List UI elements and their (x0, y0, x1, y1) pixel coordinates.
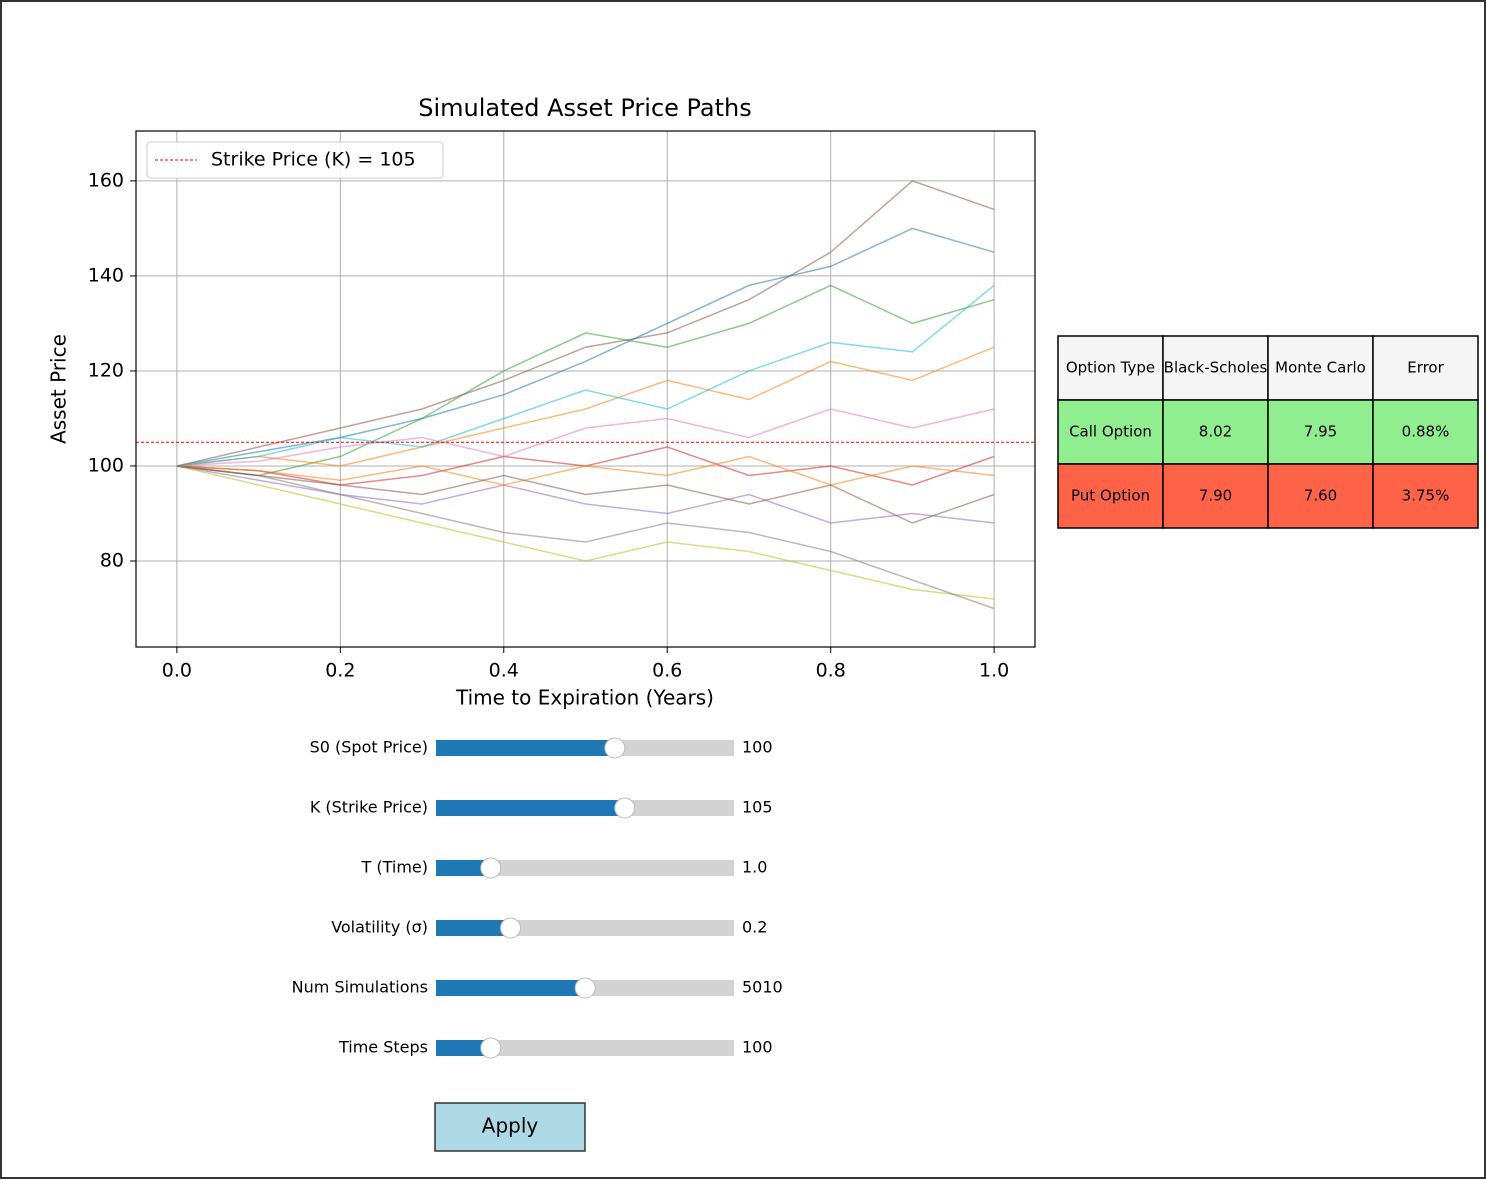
slider-fill (436, 740, 615, 756)
x-tick-label: 1.0 (979, 660, 1009, 682)
table-header-text: Monte Carlo (1275, 359, 1366, 377)
slider-fill (436, 980, 586, 996)
slider-value: 105 (742, 798, 773, 817)
price-path (176, 465, 995, 610)
table-header-cell (1057, 335, 1164, 401)
table-header-cell (1267, 335, 1374, 401)
table-cell-text: 7.60 (1304, 487, 1337, 505)
slider-knob[interactable] (480, 1037, 502, 1059)
price-path (176, 408, 995, 467)
slider-fill (436, 860, 491, 876)
table-cell (1267, 399, 1374, 465)
legend-label: Strike Price (K) = 105 (211, 149, 416, 171)
slider-fill (436, 800, 625, 816)
table-header-text: Error (1407, 359, 1444, 377)
slider-knob[interactable] (604, 737, 626, 759)
chart-title: Simulated Asset Price Paths (418, 94, 752, 122)
slider-knob[interactable] (480, 857, 502, 879)
y-axis-label: Asset Price (47, 334, 71, 444)
slider-label: T (Time) (361, 858, 429, 877)
plot-border (135, 130, 1036, 648)
table-cell-text: Put Option (1071, 487, 1150, 505)
y-tick-label: 140 (88, 264, 124, 286)
price-path (176, 465, 995, 524)
slider-value: 5010 (742, 978, 783, 997)
apply-button-label[interactable]: Apply (482, 1114, 539, 1138)
results-table: Option Type Black-Scholes Monte Carlo Error… (1057, 335, 1479, 529)
table-cell-text: 8.02 (1199, 423, 1232, 441)
table-cell (1372, 399, 1479, 465)
table-cell (1162, 463, 1269, 529)
table-cell-text: 0.88% (1402, 423, 1450, 441)
table-cell-text: 7.95 (1304, 423, 1337, 441)
table-cell (1372, 463, 1479, 529)
slider-value: 0.2 (742, 918, 767, 937)
plot-background (136, 131, 1035, 647)
table-header-text: Option Type (1066, 359, 1155, 377)
slider-label: S0 (Spot Price) (310, 738, 428, 757)
plot-area: 0.0 0.2 0.4 0.6 0.8 1.0 80 100 120 140 160 Strike P… (88, 130, 1036, 682)
x-tick-label: 0.2 (325, 660, 355, 682)
table-header-cell (1372, 335, 1479, 401)
slider-panel: S0 (Spot Price) 100 K (Strike Price) 105 T (… (292, 737, 783, 1059)
slider-fill (436, 920, 511, 936)
table-cell (1057, 399, 1164, 465)
slider-value: 1.0 (742, 858, 767, 877)
x-tick-label: 0.0 (162, 660, 192, 682)
slider-value: 100 (742, 738, 773, 757)
table-cell-text: 7.90 (1199, 487, 1232, 505)
apply-button[interactable] (434, 1102, 586, 1152)
x-tick-label: 0.6 (652, 660, 682, 682)
table-header-text: Black-Scholes (1164, 359, 1268, 377)
slider-knob[interactable] (500, 917, 521, 939)
price-path (176, 465, 995, 600)
y-tick-label: 80 (100, 550, 124, 572)
y-tick-label: 160 (88, 169, 124, 191)
x-tick-label: 0.8 (816, 660, 846, 682)
price-path (176, 180, 995, 467)
slider-label: Num Simulations (292, 978, 428, 997)
price-path (176, 346, 995, 467)
slider-track[interactable] (436, 860, 734, 876)
slider-label: Volatility (σ) (331, 918, 428, 937)
x-axis-label: Time to Expiration (Years) (455, 686, 714, 710)
y-tick-label: 100 (88, 454, 124, 476)
price-path (176, 455, 995, 486)
table-cell-text: Call Option (1069, 423, 1152, 441)
slider-label: K (Strike Price) (310, 798, 428, 817)
slider-track[interactable] (436, 1040, 734, 1056)
y-tick-label: 120 (88, 359, 124, 381)
slider-knob[interactable] (614, 797, 636, 819)
price-path (176, 465, 995, 524)
slider-value: 100 (742, 1038, 773, 1057)
x-tick-label: 0.4 (489, 660, 519, 682)
slider-label: Time Steps (338, 1038, 428, 1057)
table-cell-text: 3.75% (1402, 487, 1450, 505)
table-cell (1267, 463, 1374, 529)
price-path (176, 284, 995, 467)
slider-fill (436, 1040, 491, 1056)
legend-box (146, 141, 444, 179)
slider-knob[interactable] (574, 977, 596, 999)
table-cell (1057, 463, 1164, 529)
